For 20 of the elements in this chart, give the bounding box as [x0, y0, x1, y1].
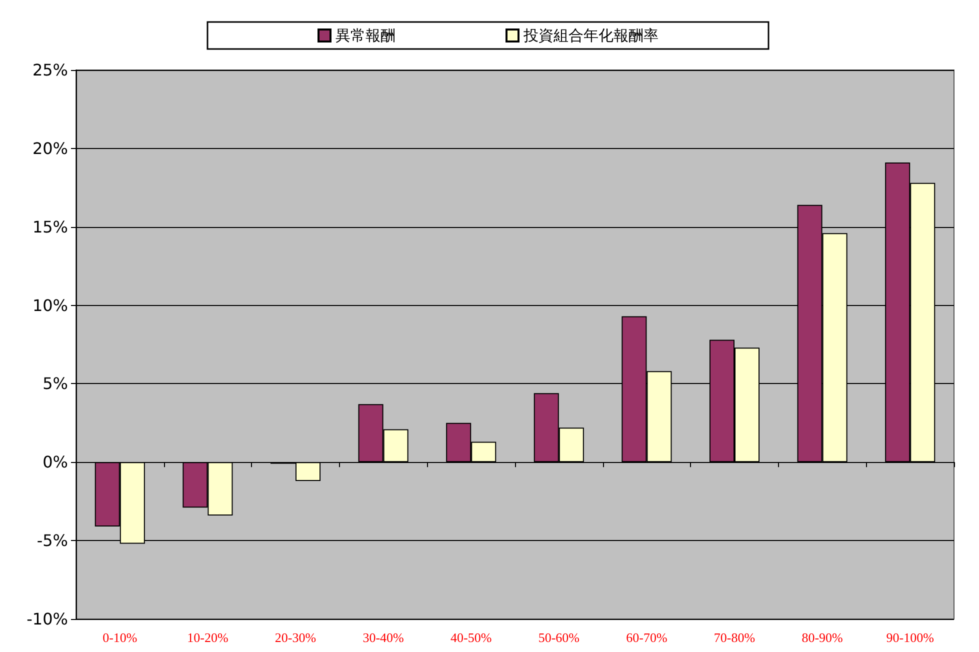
- y-tick-label: -10%: [26, 610, 68, 628]
- x-tick-label: 20-30%: [274, 630, 316, 645]
- y-tick-label: 25%: [32, 60, 68, 80]
- y-tick-label: 10%: [32, 296, 68, 315]
- y-tick-label: 20%: [32, 138, 68, 158]
- x-tick-label: 30-40%: [362, 630, 404, 645]
- legend-label: 投資組合年化報酬率: [522, 26, 658, 44]
- x-tick-label: 40-50%: [450, 630, 492, 645]
- y-tick-label: 0%: [42, 452, 68, 472]
- x-tick-label: 10-20%: [187, 630, 228, 645]
- y-tick-label: 15%: [32, 217, 68, 236]
- x-tick-label: 70-80%: [714, 630, 756, 645]
- x-tick-label: 60-70%: [626, 630, 668, 645]
- x-tick-label: 0-10%: [102, 630, 138, 645]
- y-tick-label: 5%: [42, 374, 68, 394]
- y-tick-label: -5%: [36, 531, 68, 550]
- x-tick-label: 50-60%: [538, 630, 580, 645]
- legend-label: 異常報酬: [336, 26, 396, 44]
- x-tick-label: 90-100%: [886, 630, 934, 645]
- x-tick-label: 80-90%: [802, 630, 844, 645]
